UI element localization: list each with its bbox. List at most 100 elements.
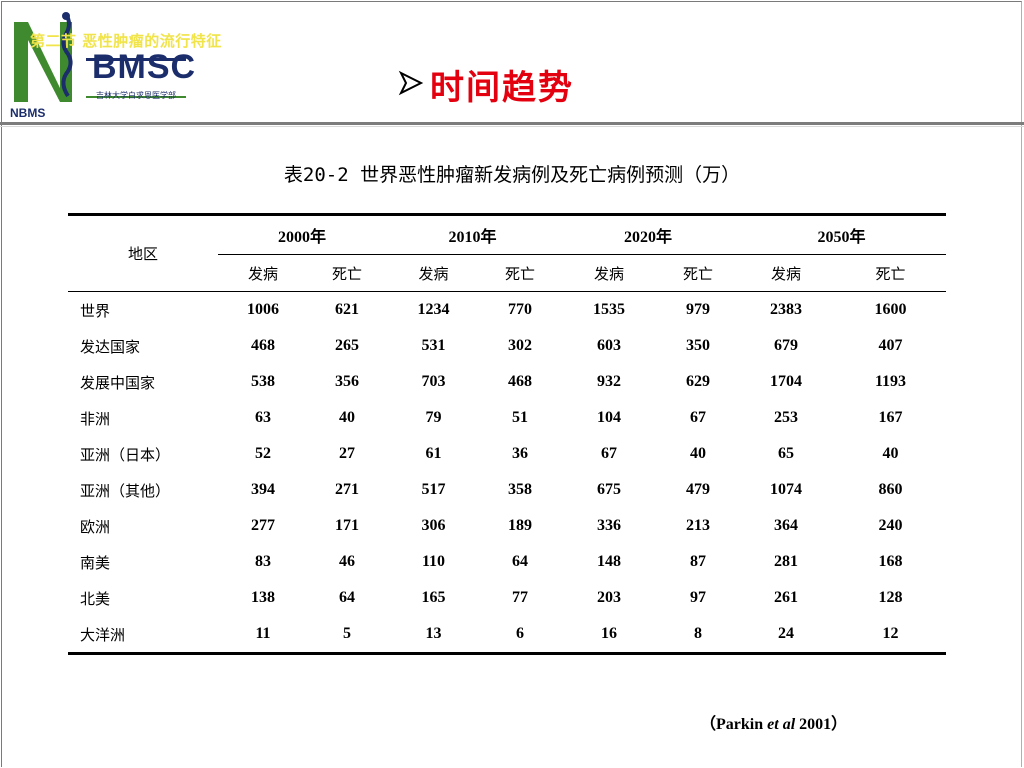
logo-graphic [14,12,186,102]
table-row: 发展中国家 538 356 703 468 932 629 1704 1193 [68,364,946,400]
forecast-table: 地区 2000年 2010年 2020年 2050年 发病 死亡 发病 死亡 发… [68,213,946,655]
region-name: 亚洲（其他） [80,481,171,500]
table-body: 世界 1006 621 1234 770 1535 979 2383 1600 发达国家 468 26… [68,292,946,655]
metric-header: 死亡 [659,254,737,292]
table-cell: 468 [251,337,275,354]
metric-header: 发病 [218,254,308,292]
table-cell: 703 [421,373,446,390]
year-header: 2050年 [737,213,946,255]
table-cell: 40 [339,409,355,426]
table-cell: 531 [421,337,446,354]
table-cell: 261 [774,589,798,606]
table-cell: 629 [686,373,710,390]
table-cell: 64 [512,553,528,570]
region-name: 发达国家 [80,337,141,356]
table-header-years: 地区 2000年 2010年 2020年 2050年 [68,213,946,292]
arrow-bullet-icon [398,70,424,100]
table-header-metrics: 发病 死亡 发病 死亡 发病 死亡 发病 死亡 [68,254,946,292]
table-cell: 281 [774,553,798,570]
table-row: 大洋洲 11 5 13 6 16 8 24 12 [68,616,946,655]
table-cell: 46 [339,553,355,570]
metric-header: 死亡 [835,254,946,292]
source-author: Parkin [716,716,768,733]
table-cell: 16 [559,616,659,655]
table-row: 欧洲 277 171 306 189 336 213 364 240 [68,508,946,544]
year-header: 2010年 [386,213,559,255]
slide-title: 时间趋势 [430,68,574,108]
table-cell: 51 [512,409,528,426]
table-cell: 52 [255,445,271,462]
table-cell: 675 [597,481,621,498]
table-cell: 356 [335,373,359,390]
region-name: 非洲 [80,409,111,428]
table-row: 世界 1006 621 1234 770 1535 979 2383 1600 [68,292,946,329]
table-cell: 479 [686,481,710,498]
table-cell: 364 [774,517,798,534]
table-cell: 40 [882,445,899,462]
table-row: 北美 138 64 165 77 203 97 261 128 [68,580,946,616]
table-cell: 27 [339,445,355,462]
table-cell: 138 [251,589,275,606]
region-name: 发展中国家 [80,373,156,392]
table-cell: 394 [251,481,275,498]
table-cell: 679 [774,337,798,354]
table-cell: 67 [601,445,617,462]
logo-side-text: NBMS [10,106,46,120]
source-close: ） [831,716,848,733]
table-cell: 203 [597,589,621,606]
table-cell: 61 [425,445,442,462]
table-cell: 1074 [770,481,802,498]
table-cell: 167 [878,409,903,426]
region-name: 南美 [80,553,111,572]
table-cell: 1193 [874,373,907,390]
table-cell: 538 [251,373,275,390]
table-cell: 770 [508,301,532,318]
table-row: 南美 83 46 110 64 148 87 281 168 [68,544,946,580]
year-header: 2020年 [559,213,737,255]
table-cell: 240 [878,517,903,534]
source-year: 2001 [795,716,832,733]
table-cell: 1234 [417,301,450,318]
region-name: 亚洲（日本） [80,445,171,464]
table-row: 亚洲（其他） 394 271 517 358 675 479 1074 860 [68,472,946,508]
table-cell: 12 [835,616,946,655]
table-cell: 621 [335,301,359,318]
nbmsc-logo [8,10,208,122]
table-cell: 5 [308,616,386,655]
table-cell: 1704 [770,373,802,390]
table-cell: 1600 [874,301,907,318]
table-cell: 87 [690,553,706,570]
table-cell: 6 [481,616,559,655]
table-cell: 1535 [593,301,625,318]
table-cell: 189 [508,517,532,534]
table-cell: 36 [512,445,528,462]
region-header: 地区 [68,213,218,292]
table-cell: 306 [421,517,446,534]
table-row: 发达国家 468 265 531 302 603 350 679 407 [68,328,946,364]
table-cell: 40 [690,445,706,462]
table-cell: 24 [737,616,835,655]
table-cell: 64 [339,589,355,606]
slide-heading: 时间趋势 [398,60,574,109]
table-cell: 165 [421,589,446,606]
table-cell: 104 [597,409,621,426]
table-cell: 302 [508,337,532,354]
table-cell: 67 [690,409,706,426]
table-cell: 128 [878,589,903,606]
region-name: 大洋洲 [68,616,218,655]
metric-header: 发病 [386,254,481,292]
table-cell: 65 [778,445,794,462]
table-row: 亚洲（日本） 52 27 61 36 67 40 65 40 [68,436,946,472]
region-name: 北美 [80,589,111,608]
year-header: 2000年 [218,213,386,255]
table-cell: 253 [774,409,798,426]
table-cell: 63 [255,409,271,426]
table-cell: 97 [690,589,706,606]
logo-wordmark: BMSC [92,48,197,86]
table-cell: 171 [335,517,359,534]
metric-header: 死亡 [308,254,386,292]
region-name: 世界 [80,301,111,320]
table-cell: 860 [878,481,903,498]
table-cell: 168 [878,553,903,570]
table-cell: 77 [512,589,528,606]
